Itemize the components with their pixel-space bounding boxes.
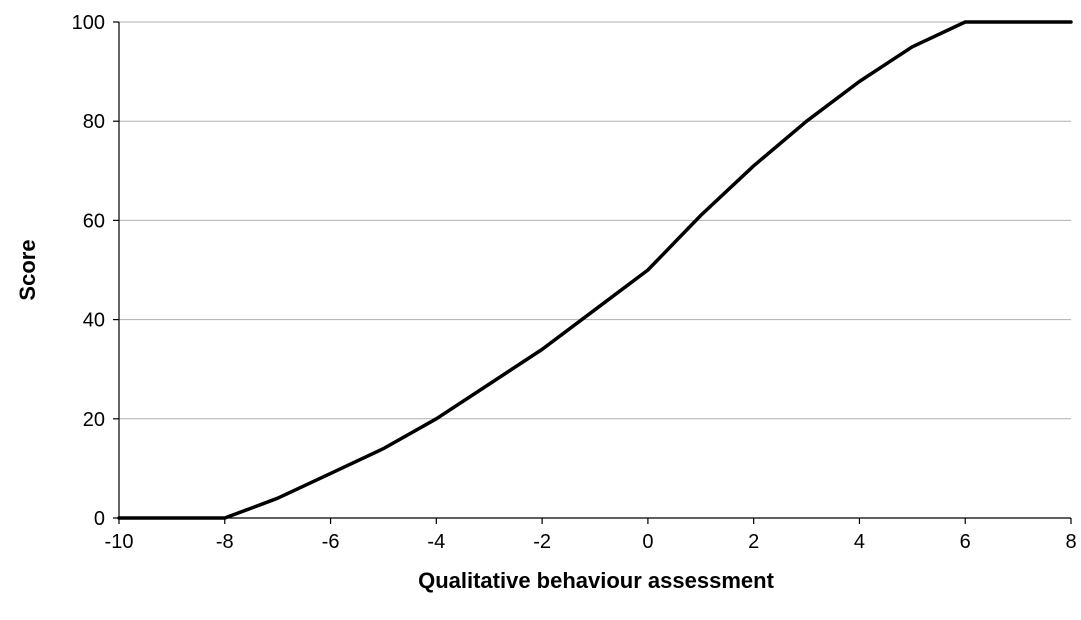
y-axis-title: Score bbox=[15, 239, 40, 300]
x-tick-label: 0 bbox=[642, 531, 653, 553]
series-layer bbox=[119, 22, 1071, 518]
y-tick-label: 20 bbox=[83, 409, 105, 431]
y-tick-label: 40 bbox=[83, 310, 105, 332]
series-line bbox=[119, 22, 1071, 518]
y-tick-label: 0 bbox=[94, 508, 105, 530]
x-tick-label: 6 bbox=[960, 531, 971, 553]
x-tick-label: -4 bbox=[427, 531, 445, 553]
x-tick-label: -2 bbox=[533, 531, 551, 553]
y-tick-label: 80 bbox=[83, 111, 105, 133]
tick-labels: 0 20 40 60 80 100 -10 -8 -6 -4 -2 0 2 4 6 8 bbox=[72, 12, 1077, 553]
y-tick-label: 100 bbox=[72, 12, 105, 34]
x-tick-label: -8 bbox=[216, 531, 234, 553]
y-tick-label: 60 bbox=[83, 210, 105, 232]
axes bbox=[113, 22, 1071, 524]
x-tick-label: -10 bbox=[105, 531, 134, 553]
gridlines bbox=[119, 22, 1071, 419]
x-axis-title: Qualitative behaviour assessment bbox=[418, 568, 774, 593]
x-tick-label: 2 bbox=[748, 531, 759, 553]
x-tick-label: 4 bbox=[854, 531, 865, 553]
x-tick-label: 8 bbox=[1065, 531, 1076, 553]
x-tick-label: -6 bbox=[322, 531, 340, 553]
